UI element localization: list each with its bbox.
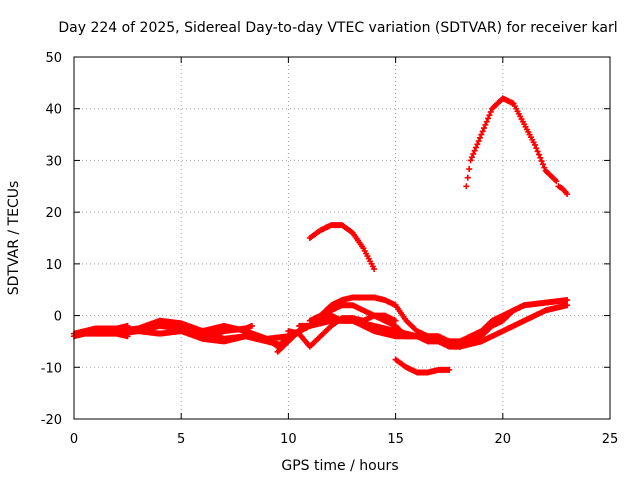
plot-frame	[73, 56, 611, 420]
data-point-marker	[479, 128, 486, 135]
data-point-marker	[553, 178, 560, 185]
series-track-k	[306, 222, 378, 273]
data-point-marker	[478, 131, 485, 138]
y-tick-label: -20	[41, 413, 62, 428]
data-point-marker	[486, 112, 493, 119]
data-point-marker	[482, 121, 489, 128]
y-tick-label: 20	[45, 206, 62, 221]
series-track-j	[306, 294, 463, 350]
x-axis-label: GPS time / hours	[281, 458, 398, 474]
data-point-marker	[485, 115, 492, 122]
y-tick-label: 0	[54, 310, 62, 325]
data-point-marker	[564, 302, 571, 309]
data-point-marker	[540, 161, 546, 168]
data-point-marker	[564, 297, 571, 304]
x-tick-label: 5	[177, 432, 185, 447]
data-point-marker	[468, 154, 475, 161]
data-point-marker	[533, 145, 540, 152]
data-point-marker	[564, 191, 571, 198]
data-point-marker	[535, 151, 542, 158]
data-point-marker	[446, 366, 453, 373]
data-point-marker	[531, 141, 538, 148]
series-track-h	[296, 302, 528, 350]
axis-ticks: 0 5 10 15 20 25 -20 -10 0 10 20 30 40 50	[41, 51, 619, 447]
series-track-n	[555, 183, 571, 198]
data-point-marker	[466, 166, 473, 173]
y-tick-label: 10	[45, 258, 62, 273]
x-tick-label: 25	[602, 432, 619, 447]
data-point-marker	[464, 174, 471, 181]
y-tick-label: 50	[45, 51, 62, 66]
data-point-marker	[470, 150, 477, 157]
data-point-marker	[537, 154, 544, 161]
x-tick-label: 10	[280, 432, 297, 447]
y-tick-label: 40	[45, 103, 62, 118]
series-track-m	[463, 95, 560, 190]
data-point-marker	[248, 322, 255, 329]
chart-title: Day 224 of 2025, Sidereal Day-to-day VTE…	[58, 20, 617, 36]
data-point-marker	[477, 134, 484, 141]
data-point-marker	[521, 302, 528, 309]
x-tick-label: 15	[387, 432, 404, 447]
data-point-marker	[474, 141, 481, 148]
series-track-i	[285, 312, 399, 350]
grid-lines	[74, 57, 610, 419]
data-point-marker	[467, 157, 474, 164]
x-tick-label: 20	[495, 432, 512, 447]
data-point-marker	[483, 118, 490, 125]
x-tick-label: 0	[70, 432, 78, 447]
data-point-marker	[463, 183, 470, 190]
y-tick-label: 30	[45, 154, 62, 169]
series-track-l	[392, 356, 453, 376]
data-point-marker	[538, 158, 545, 165]
data-point-marker	[392, 317, 399, 324]
data-point-marker	[487, 108, 494, 115]
y-tick-label: -10	[41, 361, 62, 376]
data-point-marker	[534, 148, 541, 155]
data-point-marker	[471, 147, 478, 154]
data-point-marker	[475, 138, 482, 145]
data-point-marker	[473, 144, 479, 151]
data-point-marker	[481, 125, 488, 132]
data-point-marker	[456, 343, 463, 350]
data-point-marker	[371, 266, 378, 273]
data-points	[71, 95, 571, 376]
y-axis-label: SDTVAR / TECUs	[6, 181, 22, 296]
data-point-marker	[541, 164, 548, 171]
